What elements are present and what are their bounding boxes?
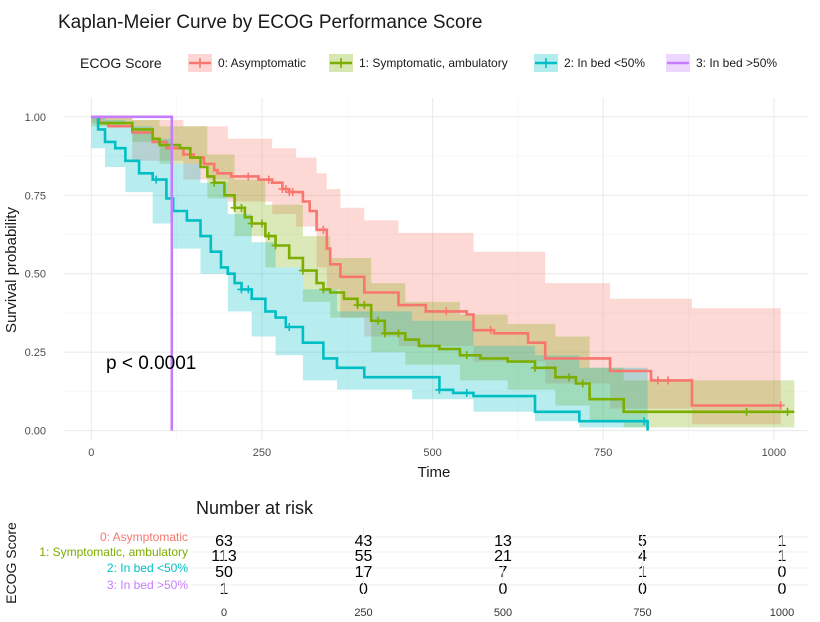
chart-title: Kaplan-Meier Curve by ECOG Performance S… — [58, 12, 483, 33]
censor-mark — [530, 363, 539, 372]
x-tick-label: 500 — [423, 447, 441, 459]
censor-mark — [664, 376, 673, 385]
censor-mark — [319, 225, 328, 234]
censor-mark — [462, 351, 471, 360]
x-axis-label: Time — [418, 464, 451, 481]
censor-mark — [210, 178, 219, 187]
x-tick-label: 1000 — [762, 447, 786, 459]
risk-table: 0: Asymptomatic 63 43 13 5 11: Symptomatic, a… — [39, 528, 808, 619]
x-tick-label: 0 — [88, 447, 94, 459]
survival-curve-series-1 — [91, 115, 795, 414]
y-axis-label: Survival probability — [3, 207, 20, 333]
censor-mark — [776, 401, 785, 410]
y-tick-label: 0.00 — [25, 426, 46, 438]
censor-mark — [783, 407, 792, 416]
censor-mark — [578, 379, 587, 388]
risk-row-label: 3: In bed >50% — [107, 578, 188, 592]
censor-mark — [244, 172, 253, 181]
risk-row-label: 1: Symptomatic, ambulatory — [39, 545, 188, 559]
legend-title: ECOG Score — [80, 55, 162, 71]
censor-mark — [288, 188, 297, 197]
risk-time-tick: 500 — [494, 607, 512, 619]
legend-label: 1: Symptomatic, ambulatory — [359, 56, 508, 70]
censor-mark — [353, 301, 362, 310]
legend-label: 0: Asymptomatic — [218, 56, 306, 70]
risk-time-tick: 250 — [354, 607, 372, 619]
p-value-annotation: p < 0.0001 — [106, 353, 196, 374]
risk-time-tick: 750 — [633, 607, 651, 619]
censor-mark — [394, 329, 403, 338]
censor-mark — [230, 203, 239, 212]
y-tick-label: 0.25 — [25, 347, 46, 359]
ci-band-series-0 — [91, 116, 781, 425]
censor-mark — [237, 203, 246, 212]
censor-mark — [442, 307, 451, 316]
ci-band-series-1 — [91, 116, 795, 428]
y-tick-label: 0.75 — [25, 190, 46, 202]
censor-mark — [271, 241, 280, 250]
legend-label: 3: In bed >50% — [696, 56, 777, 70]
axis-ticks: 0.00 0.25 0.50 0.75 1.00 0 250 500 750 1000 — [25, 112, 787, 459]
ci-band-series-2 — [91, 116, 648, 431]
censor-mark — [247, 219, 256, 228]
risk-time-tick: 0 — [221, 607, 227, 619]
censor-marks — [152, 172, 792, 426]
censor-mark — [244, 285, 253, 294]
censor-mark — [653, 376, 662, 385]
censor-mark — [565, 373, 574, 382]
legend-label: 2: In bed <50% — [564, 56, 645, 70]
y-tick-label: 0.50 — [25, 269, 46, 281]
censor-mark — [237, 285, 246, 294]
risk-row-label: 0: Asymptomatic — [100, 530, 188, 544]
censor-mark — [462, 388, 471, 397]
censor-mark — [486, 326, 495, 335]
censor-mark — [319, 285, 328, 294]
censor-mark — [285, 323, 294, 332]
x-tick-label: 750 — [594, 447, 612, 459]
x-tick-label: 250 — [253, 447, 271, 459]
y-tick-label: 1.00 — [25, 112, 46, 124]
risk-table-title: Number at risk — [196, 498, 314, 518]
censor-mark — [257, 219, 266, 228]
censor-mark — [298, 266, 307, 275]
risk-table-axis-label: ECOG Score — [3, 522, 19, 604]
censor-mark — [264, 175, 273, 184]
censor-mark — [360, 301, 369, 310]
legend: ECOG Score 0: Asymptomatic 1: Symptomatic… — [80, 54, 777, 72]
grid — [64, 98, 808, 440]
censor-mark — [640, 417, 649, 426]
risk-time-tick: 1000 — [770, 607, 794, 619]
censor-mark — [380, 329, 389, 338]
censor-mark — [742, 407, 751, 416]
risk-row-label: 2: In bed <50% — [107, 561, 188, 575]
censor-mark — [373, 316, 382, 325]
confidence-bands — [91, 116, 795, 431]
censor-mark — [264, 232, 273, 241]
censor-mark — [435, 385, 444, 394]
survival-curve-series-3 — [91, 115, 174, 431]
censor-mark — [152, 175, 161, 184]
